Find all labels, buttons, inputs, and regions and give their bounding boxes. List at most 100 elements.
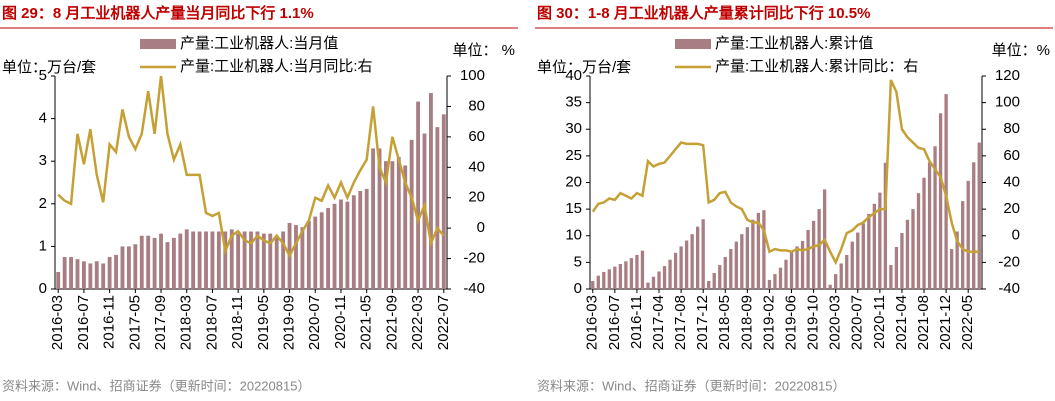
x-tick-label: 2019-05 xyxy=(255,295,272,350)
bar xyxy=(872,203,876,289)
y2-tick-label: 60 xyxy=(468,128,485,145)
bar xyxy=(210,231,215,289)
y2-axis-unit: 单位： % xyxy=(452,42,515,59)
x-tick-label: 2018-09 xyxy=(738,295,755,350)
y2-tick-label: 0 xyxy=(477,219,485,236)
x-tick-label: 2018-07 xyxy=(203,295,220,350)
bar xyxy=(977,142,981,289)
bar xyxy=(684,240,689,289)
bar xyxy=(662,266,667,289)
bar xyxy=(933,146,937,289)
bar xyxy=(69,257,73,289)
bar xyxy=(274,235,279,289)
bar xyxy=(916,193,921,289)
bar xyxy=(690,234,694,289)
bar xyxy=(396,156,401,289)
x-tick-label: 2020-11 xyxy=(332,295,349,349)
bar xyxy=(596,275,600,289)
bar xyxy=(789,252,794,289)
bar xyxy=(223,231,228,289)
x-tick-label: 2017-04 xyxy=(650,295,667,350)
bar xyxy=(114,254,118,289)
bar xyxy=(756,212,761,289)
bar xyxy=(88,263,93,289)
bar xyxy=(784,259,788,289)
bar xyxy=(371,148,376,289)
bar xyxy=(146,235,151,289)
bar xyxy=(734,241,738,289)
y-tick-label: 25 xyxy=(565,147,582,164)
x-tick-label: 2020-03 xyxy=(827,295,844,350)
x-tick-label: 2019-02 xyxy=(760,295,777,350)
x-tick-label: 2019-10 xyxy=(805,295,822,350)
bar xyxy=(197,231,202,289)
bar xyxy=(646,282,650,289)
bar xyxy=(345,201,350,289)
bar xyxy=(949,249,954,289)
legend-label: 产量:工业机器人:累计同比：右 xyxy=(715,58,918,75)
bar xyxy=(707,281,711,289)
bar xyxy=(922,177,926,289)
y2-tick-label: 100 xyxy=(995,94,1020,111)
x-tick-label: 2017-08 xyxy=(672,295,689,350)
bar xyxy=(911,209,915,289)
bar xyxy=(351,195,356,289)
chart-title: 图 29：8 月工业机器人产量当月同比下行 1.1% xyxy=(2,4,314,22)
x-tick-label: 2016-03 xyxy=(584,295,601,350)
x-tick-label: 2022-03 xyxy=(409,295,426,350)
bar xyxy=(152,237,157,289)
bar xyxy=(591,281,595,289)
y2-tick-label: 40 xyxy=(468,158,485,175)
bar xyxy=(306,220,311,289)
bar xyxy=(319,212,324,289)
bar xyxy=(294,225,298,289)
bar xyxy=(268,233,273,289)
y-tick-label: 10 xyxy=(565,227,582,244)
bar xyxy=(696,226,700,289)
bar xyxy=(300,227,305,289)
y-tick-label: 4 xyxy=(39,110,47,127)
bar xyxy=(629,258,634,289)
bar xyxy=(339,199,343,289)
bar xyxy=(723,257,727,289)
bar xyxy=(850,241,854,289)
bar xyxy=(159,233,163,289)
x-tick-label: 2018-05 xyxy=(716,295,733,350)
y-tick-label: 30 xyxy=(565,120,582,137)
bar xyxy=(390,161,395,289)
bar xyxy=(602,271,606,289)
bar xyxy=(236,233,241,289)
source: 资料来源：Wind、招商证券（更新时间：20220815） xyxy=(537,378,845,393)
bar xyxy=(955,231,959,289)
x-tick-label: 2017-12 xyxy=(694,295,711,350)
x-tick-label: 2021-12 xyxy=(937,295,954,350)
bar xyxy=(751,219,755,289)
legend-label: 产量:工业机器人:累计值 xyxy=(715,35,873,52)
bar xyxy=(332,203,337,289)
bar xyxy=(403,165,408,289)
bar xyxy=(867,213,871,289)
y2-tick-label: 120 xyxy=(995,67,1020,84)
bar xyxy=(191,231,196,289)
bar xyxy=(905,219,910,289)
y2-tick-label: 60 xyxy=(1003,147,1020,164)
bar xyxy=(618,263,623,289)
x-tick-label: 2021-08 xyxy=(915,295,932,350)
y2-tick-label: 100 xyxy=(460,67,485,84)
y-tick-label: 35 xyxy=(565,94,582,111)
bar xyxy=(229,229,234,289)
bar xyxy=(938,113,943,290)
legend-swatch xyxy=(140,39,176,49)
bar xyxy=(133,244,138,289)
y-tick-label: 15 xyxy=(565,200,582,217)
bar xyxy=(740,234,744,289)
bar xyxy=(178,233,183,289)
bar xyxy=(358,191,363,289)
x-tick-label: 2020-07 xyxy=(849,295,866,350)
x-tick-label: 2017-09 xyxy=(152,295,169,350)
x-tick-label: 2018-11 xyxy=(229,295,246,349)
y-tick-label: 2 xyxy=(39,195,47,212)
bar xyxy=(281,231,286,289)
bar xyxy=(249,231,253,289)
